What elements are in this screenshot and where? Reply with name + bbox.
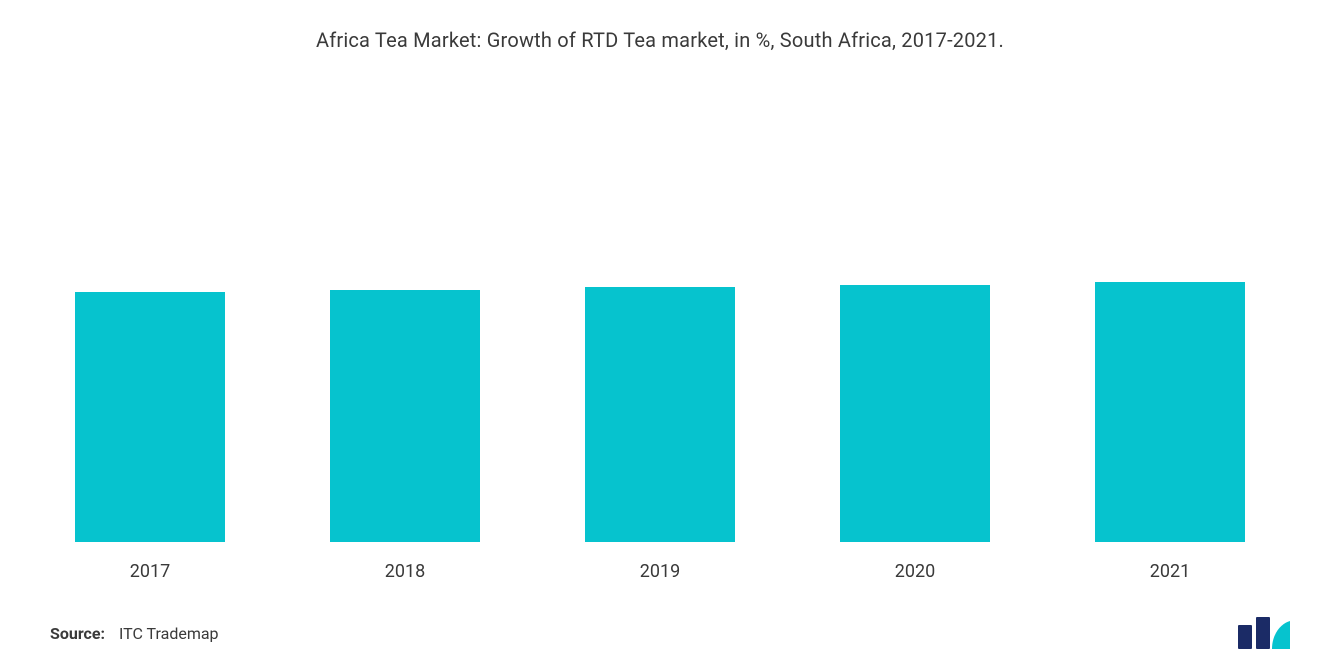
brand-logo-icon [1234,617,1290,649]
x-tick-label: 2018 [325,561,485,582]
bar-slot [835,285,995,542]
bar-slot [70,292,230,542]
bar-2018 [330,290,480,542]
bars-container [50,282,1270,542]
bar-2021 [1095,282,1245,542]
bar-slot [580,287,740,542]
x-tick-label: 2017 [70,561,230,582]
bar-slot [1090,282,1250,542]
chart-title: Africa Tea Market: Growth of RTD Tea mar… [50,28,1270,52]
x-tick-label: 2020 [835,561,995,582]
x-axis-labels: 2017 2018 2019 2020 2021 [50,561,1270,582]
x-tick-label: 2019 [580,561,740,582]
bar-2020 [840,285,990,542]
bar-slot [325,290,485,542]
x-tick-label: 2021 [1090,561,1250,582]
chart-plot-area: 2017 2018 2019 2020 2021 [50,122,1270,582]
source-label: Source: [50,624,105,643]
bar-2019 [585,287,735,542]
source-footer: Source: ITC Trademap [50,624,219,643]
source-value: ITC Trademap [119,624,219,643]
bar-2017 [75,292,225,542]
